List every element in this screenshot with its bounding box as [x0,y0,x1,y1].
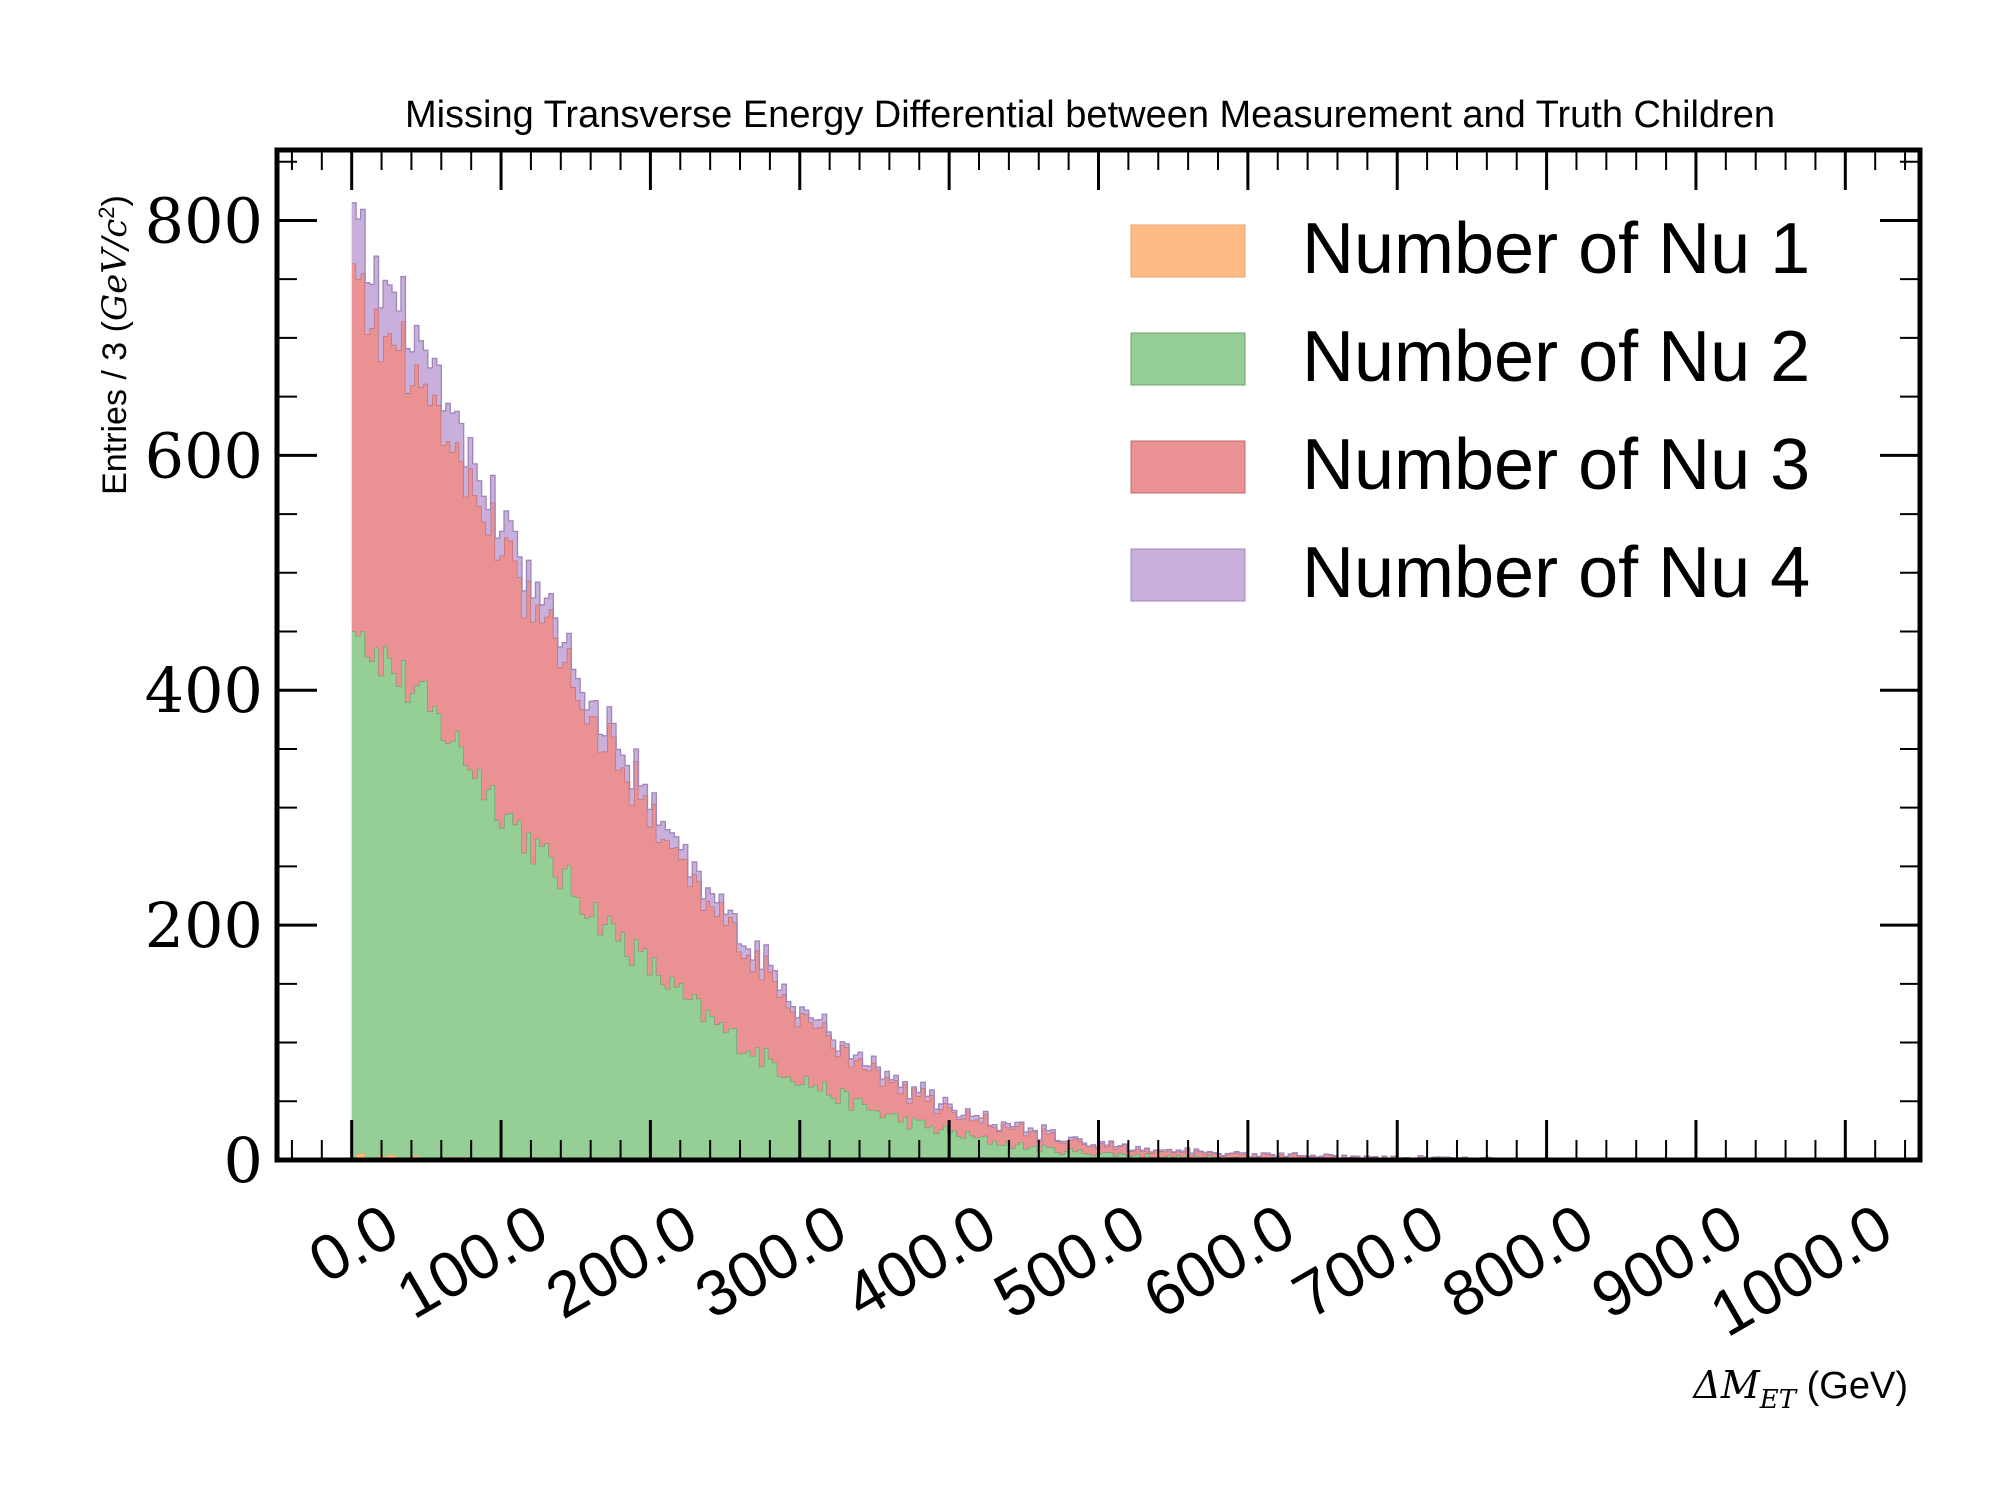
series-nu-4-fill [351,202,1849,1161]
legend-swatch-nu-4 [1130,548,1246,602]
legend-swatch-nu-3 [1130,440,1246,494]
y-tick-label: 800 [145,184,263,257]
x-tick-label: 100.0 [385,1190,560,1332]
legend-label-nu-2: Number of Nu 2 [1302,317,1810,397]
legend-label-nu-4: Number of Nu 4 [1302,533,1810,613]
legend: Number of Nu 1 Number of Nu 2 Number of Nu… [1130,209,1810,613]
legend-label-nu-1: Number of Nu 1 [1302,209,1810,289]
legend-swatch-nu-1 [1130,224,1246,278]
y-tick-label: 200 [145,889,263,962]
y-tick-label: 600 [145,419,263,492]
series-nu-3-fill [351,263,1849,1160]
x-tick-label: 600.0 [1131,1190,1306,1332]
series-nu-2-fill [351,630,1849,1160]
x-tick-label: 800.0 [1430,1190,1605,1332]
chart-title: Missing Transverse Energy Differential b… [405,94,1775,136]
y-tick-label: 400 [145,654,263,727]
legend-swatch-nu-2 [1130,332,1246,386]
x-tick-label: 400.0 [833,1190,1008,1332]
x-tick-label: 700.0 [1281,1190,1456,1332]
x-axis-label: ΔMET (GeV) [1691,1363,1908,1415]
x-tick-label: 300.0 [683,1190,858,1332]
x-tick-label: 500.0 [982,1190,1157,1332]
y-axis-label: Entries / 3 (GeV/c2) [94,195,135,495]
y-tick-label: 0 [224,1124,263,1197]
legend-label-nu-3: Number of Nu 3 [1302,425,1810,505]
x-tick-label: 200.0 [534,1190,709,1332]
